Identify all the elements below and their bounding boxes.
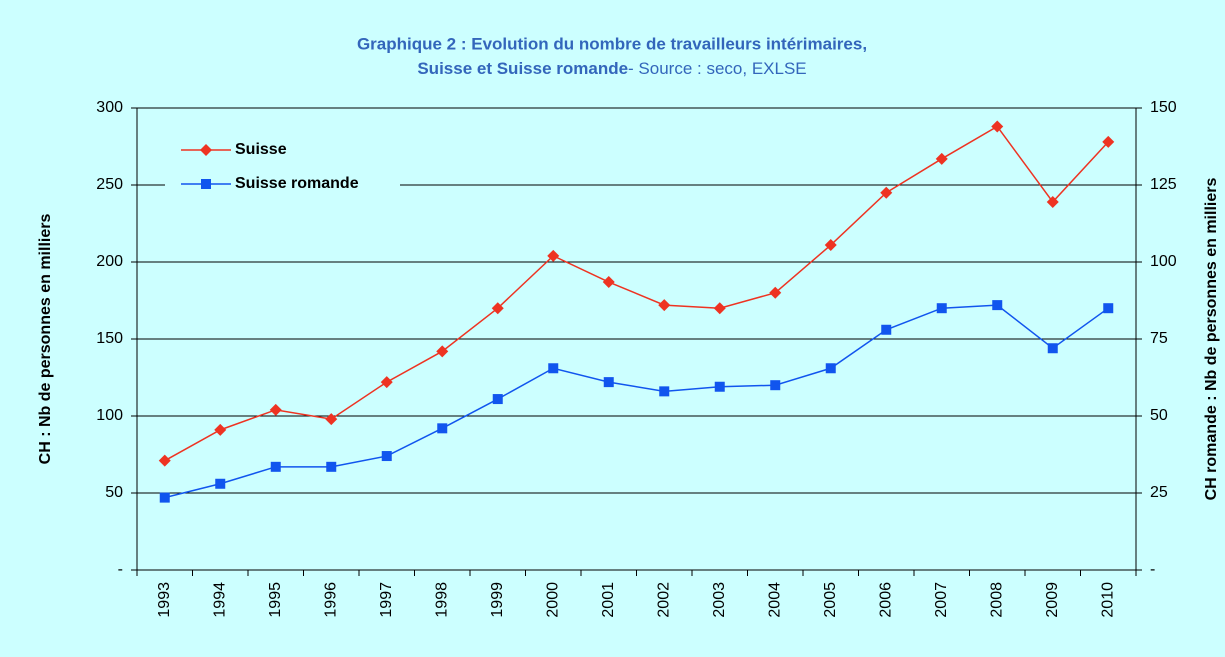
chart-title-line2: Suisse et Suisse romande- Source : seco,… bbox=[417, 59, 806, 78]
x-tick-label: 2007 bbox=[933, 582, 950, 618]
x-tick-label: 2005 bbox=[822, 582, 839, 618]
data-point bbox=[603, 377, 614, 388]
data-point bbox=[437, 423, 448, 434]
data-point bbox=[215, 478, 226, 489]
data-point bbox=[269, 403, 282, 416]
data-point bbox=[325, 413, 338, 426]
data-point bbox=[1047, 343, 1058, 354]
data-point bbox=[158, 454, 171, 467]
legend-label: Suisse bbox=[235, 141, 287, 158]
data-point bbox=[825, 363, 836, 374]
y2-tick-label: 75 bbox=[1150, 330, 1168, 347]
x-tick-label: 1998 bbox=[433, 582, 450, 618]
x-tick-label: 2010 bbox=[1099, 582, 1116, 618]
data-point bbox=[380, 376, 393, 389]
x-tick-label: 1999 bbox=[489, 582, 506, 618]
y-tick-label: 50 bbox=[105, 484, 123, 501]
chart-source: - Source : seco, EXLSE bbox=[628, 59, 807, 78]
data-point bbox=[491, 302, 504, 315]
y-tick-label: 200 bbox=[96, 253, 123, 270]
data-point bbox=[1103, 303, 1114, 314]
y-tick-label: 250 bbox=[96, 176, 123, 193]
y2-tick-label: 125 bbox=[1150, 176, 1177, 193]
data-point bbox=[200, 144, 212, 156]
data-point bbox=[659, 386, 670, 397]
data-point bbox=[658, 299, 671, 312]
y2-axis-label: CH romande : Nb de personnes en milliers bbox=[1203, 178, 1220, 501]
y-tick-label: 150 bbox=[96, 330, 123, 347]
data-point bbox=[492, 394, 503, 405]
data-point bbox=[159, 492, 170, 503]
y-tick-label: - bbox=[118, 561, 123, 578]
y-tick-label: 300 bbox=[96, 99, 123, 116]
x-tick-label: 2008 bbox=[988, 582, 1005, 618]
data-point bbox=[992, 300, 1003, 311]
data-point bbox=[991, 120, 1004, 133]
chart-title-part: Suisse et Suisse romande bbox=[417, 59, 628, 78]
y2-tick-label: 100 bbox=[1150, 253, 1177, 270]
data-point bbox=[547, 249, 560, 262]
chart-title: Graphique 2 : Evolution du nombre de tra… bbox=[357, 34, 867, 53]
legend-label: Suisse romande bbox=[235, 175, 359, 192]
data-point bbox=[770, 380, 781, 391]
data-point bbox=[602, 276, 615, 289]
x-tick-label: 2003 bbox=[711, 582, 728, 618]
x-tick-label: 2000 bbox=[544, 582, 561, 618]
data-point bbox=[1102, 135, 1115, 148]
data-point bbox=[270, 461, 281, 472]
legend-box bbox=[165, 130, 400, 202]
y2-tick-label: 50 bbox=[1150, 407, 1168, 424]
y2-tick-label: - bbox=[1150, 561, 1155, 578]
data-point bbox=[824, 239, 837, 252]
y-tick-label: 100 bbox=[96, 407, 123, 424]
y2-tick-label: 25 bbox=[1150, 484, 1168, 501]
x-tick-label: 2009 bbox=[1044, 582, 1061, 618]
data-point bbox=[880, 186, 893, 199]
data-point bbox=[1046, 195, 1059, 208]
x-tick-label: 1993 bbox=[156, 582, 173, 618]
data-point bbox=[881, 324, 892, 335]
data-point bbox=[714, 381, 725, 392]
data-point bbox=[548, 363, 559, 374]
x-tick-label: 1995 bbox=[267, 582, 284, 618]
x-tick-label: 1996 bbox=[322, 582, 339, 618]
x-tick-label: 2002 bbox=[655, 582, 672, 618]
data-point bbox=[214, 423, 227, 436]
data-point bbox=[769, 286, 782, 299]
x-tick-label: 2004 bbox=[766, 582, 783, 618]
y-axis-label: CH : Nb de personnes en milliers bbox=[37, 214, 54, 465]
series-line bbox=[164, 125, 1109, 462]
data-point bbox=[381, 451, 392, 462]
y2-tick-label: 150 bbox=[1150, 99, 1177, 116]
series-line bbox=[164, 304, 1109, 499]
x-tick-label: 2006 bbox=[877, 582, 894, 618]
x-tick-label: 1997 bbox=[378, 582, 395, 618]
data-point bbox=[326, 461, 337, 472]
x-tick-label: 1994 bbox=[211, 582, 228, 618]
data-point bbox=[436, 345, 449, 358]
data-point bbox=[936, 303, 947, 314]
x-tick-label: 2001 bbox=[600, 582, 617, 618]
data-point bbox=[935, 152, 948, 165]
data-point bbox=[201, 179, 211, 189]
data-point bbox=[713, 302, 726, 315]
